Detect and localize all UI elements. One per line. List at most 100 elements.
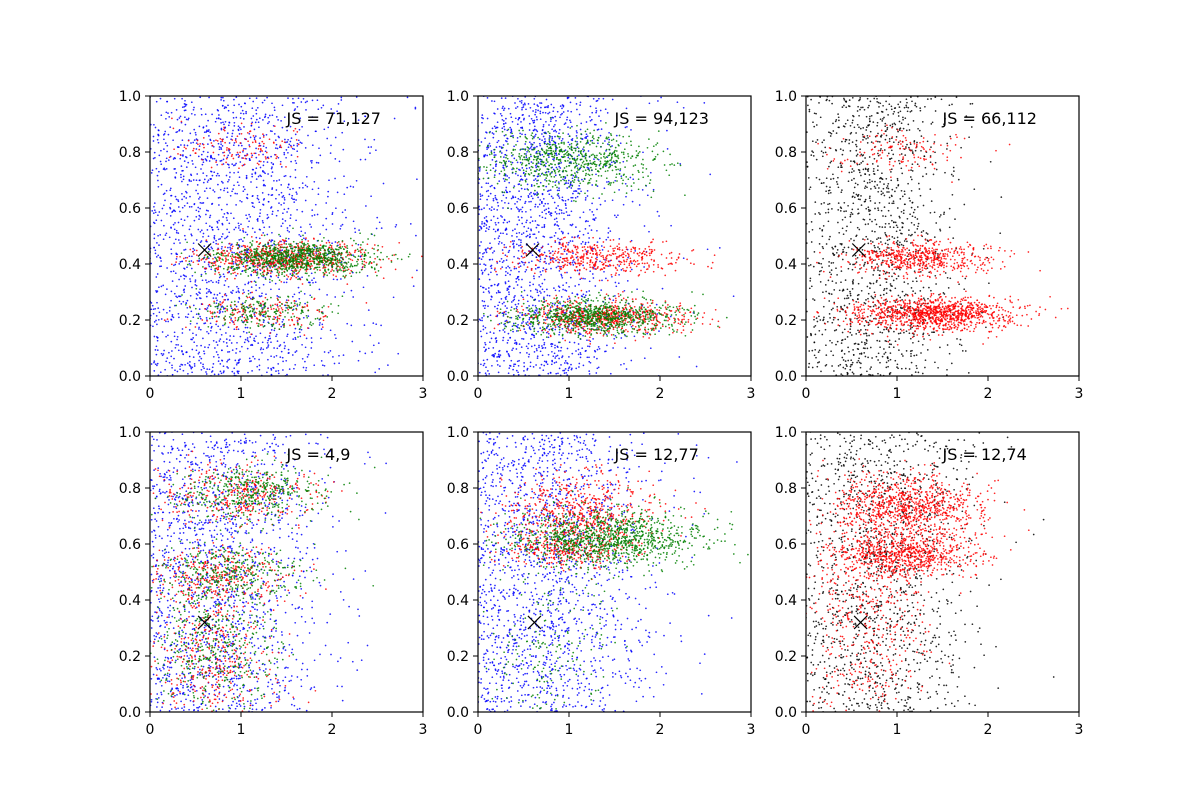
point [237, 308, 239, 311]
point [304, 101, 307, 104]
point [262, 232, 265, 234]
point [261, 220, 264, 222]
point [238, 244, 241, 247]
point [221, 241, 223, 244]
point [296, 150, 299, 153]
point [534, 178, 537, 180]
point [507, 107, 510, 110]
point [219, 308, 222, 310]
point [311, 251, 314, 253]
point [211, 144, 214, 147]
point [292, 187, 294, 190]
point [247, 293, 250, 295]
point [183, 234, 186, 237]
point [539, 271, 542, 273]
point [150, 172, 153, 174]
point [364, 253, 367, 256]
point [563, 362, 566, 364]
point [250, 181, 252, 183]
point [492, 197, 495, 200]
point [222, 365, 225, 368]
point [553, 235, 556, 237]
point [190, 174, 193, 177]
point [236, 260, 239, 262]
point [363, 260, 366, 263]
point [346, 283, 349, 285]
point [218, 276, 221, 279]
point [221, 233, 224, 235]
point [210, 312, 212, 314]
point [519, 311, 521, 314]
point [264, 156, 267, 158]
point [231, 247, 233, 250]
point [270, 255, 273, 258]
point [236, 311, 239, 314]
point [293, 323, 295, 326]
point [336, 269, 339, 271]
point [273, 327, 276, 330]
point [242, 240, 244, 242]
point [309, 321, 312, 324]
point [241, 109, 244, 112]
point [194, 166, 197, 169]
point [186, 215, 189, 218]
point [163, 192, 166, 195]
point [318, 310, 321, 313]
point [327, 268, 330, 271]
point [227, 246, 229, 249]
point [258, 287, 261, 289]
point [175, 261, 177, 263]
point [237, 144, 240, 147]
point [226, 308, 229, 311]
point [182, 154, 184, 156]
point [278, 261, 281, 263]
point [364, 352, 367, 355]
point [515, 232, 518, 235]
point [212, 339, 215, 342]
point [612, 299, 615, 302]
point [492, 136, 495, 139]
point [535, 256, 538, 258]
point [200, 113, 203, 116]
point [152, 325, 154, 328]
point [207, 151, 209, 154]
point [285, 250, 288, 253]
point [556, 189, 559, 192]
point [520, 239, 522, 241]
point [529, 233, 531, 236]
point [359, 250, 362, 252]
point [207, 247, 210, 250]
point [289, 257, 292, 259]
point [238, 246, 241, 248]
point [268, 322, 270, 325]
point [185, 156, 188, 159]
point [544, 179, 546, 181]
point [238, 259, 240, 262]
point [594, 217, 597, 219]
point [560, 212, 563, 214]
point [552, 110, 555, 113]
point [182, 289, 185, 291]
point [205, 131, 208, 133]
point [297, 286, 300, 289]
point [226, 132, 229, 134]
point [176, 118, 179, 121]
point [172, 270, 175, 273]
point [338, 259, 341, 262]
point [264, 172, 266, 175]
point [514, 203, 516, 205]
point [255, 167, 258, 170]
point [536, 308, 538, 310]
point [277, 244, 280, 247]
point [224, 307, 227, 310]
point [266, 161, 269, 163]
point [582, 233, 585, 236]
point [555, 361, 558, 363]
point [213, 236, 216, 239]
point [243, 248, 246, 251]
point [289, 254, 292, 256]
point [237, 328, 240, 331]
point [192, 141, 195, 144]
point [340, 278, 342, 280]
point [167, 320, 170, 323]
